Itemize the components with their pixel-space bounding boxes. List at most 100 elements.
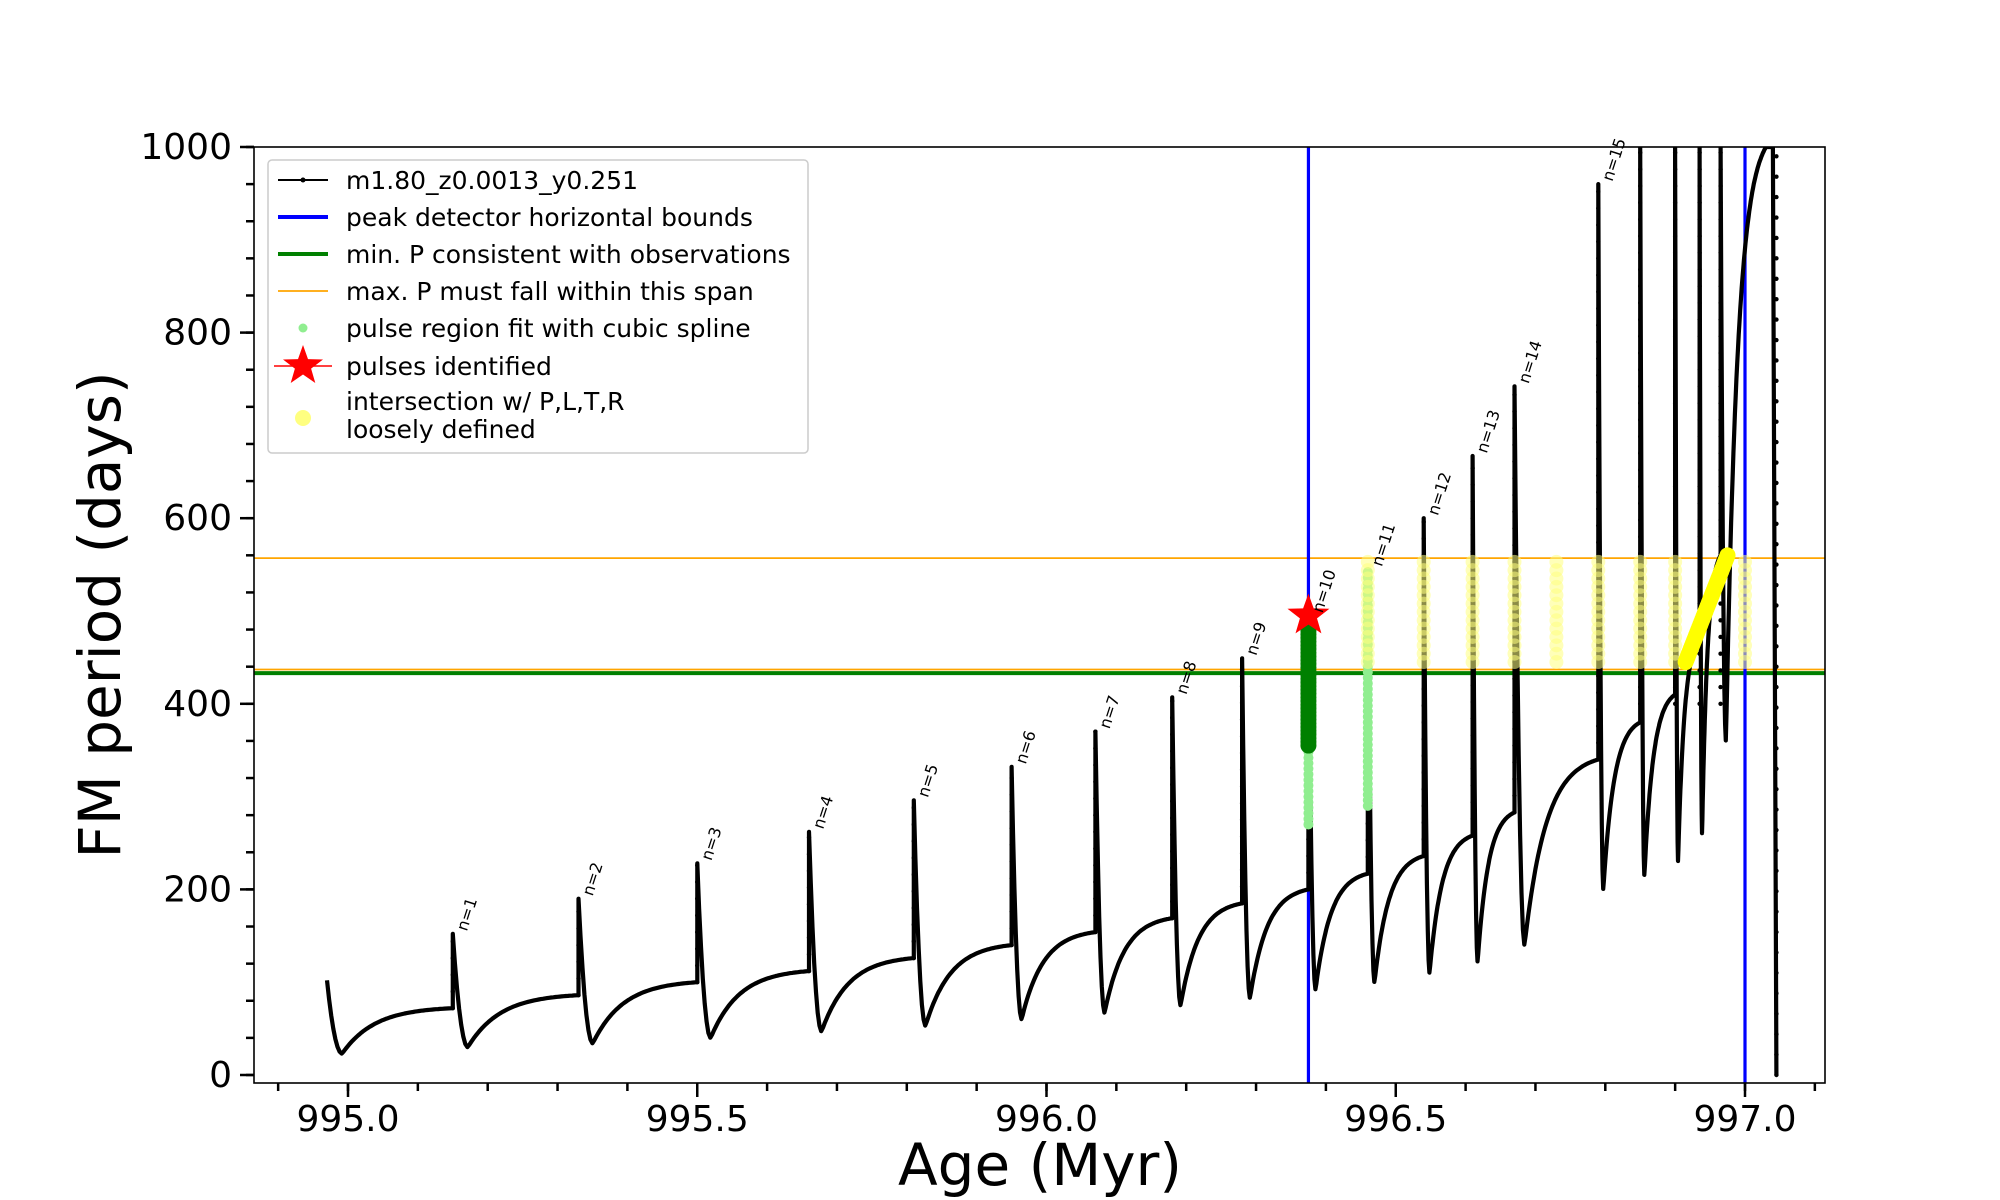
track-marker (1697, 534, 1702, 539)
track-marker (1774, 970, 1779, 976)
y-axis-label: FM period (days) (66, 371, 134, 858)
track-marker (1718, 534, 1723, 539)
track-marker (1718, 651, 1723, 656)
track-marker (1697, 668, 1702, 673)
track-marker (1638, 150, 1643, 155)
track-marker (1239, 767, 1245, 772)
intersection-markers (1360, 547, 1752, 671)
track-marker (1638, 267, 1643, 272)
track-marker (1774, 296, 1779, 302)
track-marker (1009, 825, 1014, 831)
track-marker (1672, 167, 1678, 172)
track-marker (1470, 499, 1475, 504)
track-marker (1672, 400, 1678, 406)
track-marker (1672, 217, 1678, 222)
track-marker (806, 885, 812, 890)
track-marker (1638, 501, 1643, 506)
track-marker (1239, 734, 1245, 739)
x-tick-label: 996.0 (995, 1099, 1098, 1140)
track-marker (1638, 400, 1643, 406)
track-marker (1093, 896, 1098, 901)
legend-label: pulses identified (346, 352, 552, 381)
track-marker (1774, 419, 1779, 424)
track-marker (1672, 284, 1678, 289)
track-marker (1365, 871, 1371, 876)
track-marker (1774, 317, 1779, 322)
track-marker (1718, 701, 1723, 706)
y-tick-label: 1000 (140, 127, 232, 168)
track-marker (1239, 683, 1245, 689)
track-marker (1596, 289, 1601, 294)
track-marker (1470, 816, 1475, 822)
track-marker (1774, 889, 1779, 894)
track-marker (1697, 300, 1702, 306)
track-marker (1470, 699, 1475, 705)
track-marker (1421, 803, 1426, 809)
track-marker (1239, 901, 1245, 906)
track-marker (1470, 766, 1475, 771)
track-marker (1672, 451, 1678, 456)
track-marker (695, 980, 700, 985)
track-marker (1009, 775, 1014, 781)
track-marker (911, 855, 916, 861)
track-marker (1596, 189, 1601, 194)
track-marker (1638, 200, 1643, 205)
track-marker (1596, 339, 1601, 345)
track-marker (1672, 334, 1678, 339)
track-marker (1672, 300, 1678, 306)
track-marker (1718, 183, 1723, 189)
track-marker (1718, 668, 1723, 673)
track-marker (1365, 854, 1371, 860)
track-marker (1596, 206, 1601, 211)
track-marker (1774, 684, 1779, 690)
track-marker (1697, 467, 1702, 473)
track-marker (1774, 827, 1779, 833)
track-marker (1672, 684, 1678, 690)
track-marker (1512, 425, 1517, 431)
legend-box (267, 159, 809, 454)
track-marker (806, 952, 812, 957)
track-marker (1718, 167, 1723, 172)
track-marker (1697, 451, 1702, 456)
track-marker (1421, 536, 1426, 541)
track-marker (1638, 517, 1643, 523)
track-marker (1365, 838, 1371, 843)
track-marker (1774, 766, 1779, 771)
track-marker (1774, 439, 1779, 445)
track-marker (1697, 651, 1702, 656)
track-marker (1697, 501, 1702, 506)
track-marker (1718, 601, 1723, 606)
track-marker (1774, 991, 1779, 996)
track-marker (1718, 618, 1723, 623)
track-marker (695, 879, 700, 885)
track-marker (1672, 367, 1678, 372)
track-marker (1697, 567, 1702, 573)
track-marker (911, 889, 916, 894)
track-marker (1774, 562, 1779, 567)
track-marker (1596, 490, 1601, 495)
track-marker (1718, 451, 1723, 456)
track-marker (576, 959, 581, 964)
track-marker (1697, 701, 1702, 706)
track-marker (1596, 473, 1601, 478)
track-marker (1774, 786, 1779, 792)
track-marker (1672, 150, 1678, 155)
track-marker (1093, 929, 1098, 935)
track-marker (1470, 733, 1475, 738)
track-marker (1718, 233, 1723, 239)
track-marker (450, 955, 455, 961)
track-marker (1774, 644, 1779, 649)
track-marker (1697, 517, 1702, 523)
track-marker (1093, 779, 1098, 784)
track-marker (1512, 760, 1517, 765)
track-marker (1774, 378, 1779, 384)
track-marker (1306, 837, 1311, 842)
track-marker (1421, 753, 1426, 758)
intersection-point (1738, 554, 1752, 569)
track-marker (1512, 776, 1517, 782)
track-marker (1638, 167, 1643, 172)
track-marker (1697, 400, 1702, 406)
track-marker (1009, 892, 1014, 898)
track-marker (1774, 399, 1779, 404)
